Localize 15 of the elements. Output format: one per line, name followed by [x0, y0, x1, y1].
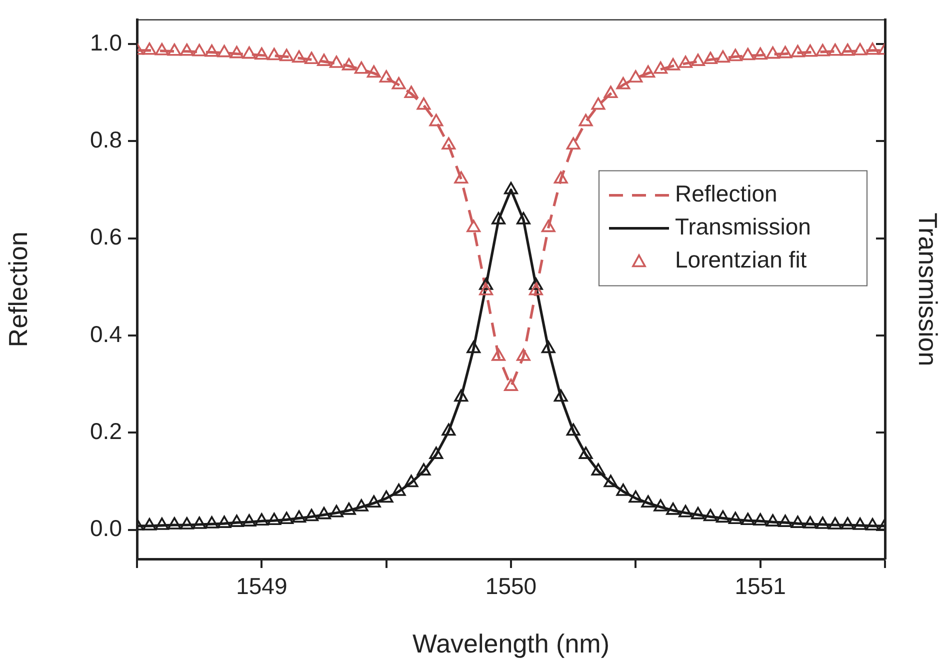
y2-axis-title: Transmission: [913, 212, 944, 366]
y-tick-label: 1.0: [90, 29, 122, 56]
y-tick-label: 0.6: [90, 224, 122, 250]
y-tick-label: 0.2: [90, 418, 122, 444]
x-tick-label: 1549: [236, 573, 288, 600]
y-tick-label: 0.0: [90, 515, 122, 542]
y-tick-label: 0.8: [90, 126, 122, 153]
y-axis-title: Reflection: [2, 232, 33, 348]
x-axis-title: Wavelength (nm): [412, 628, 610, 659]
legend-label: Reflection: [675, 180, 778, 207]
y-tick-label: 0.4: [90, 320, 122, 347]
legend-label: Transmission: [675, 214, 811, 240]
x-tick-label: 1550: [485, 573, 537, 600]
legend-label: Lorentzian fit: [675, 246, 808, 273]
x-tick-label: 1551: [734, 573, 786, 600]
